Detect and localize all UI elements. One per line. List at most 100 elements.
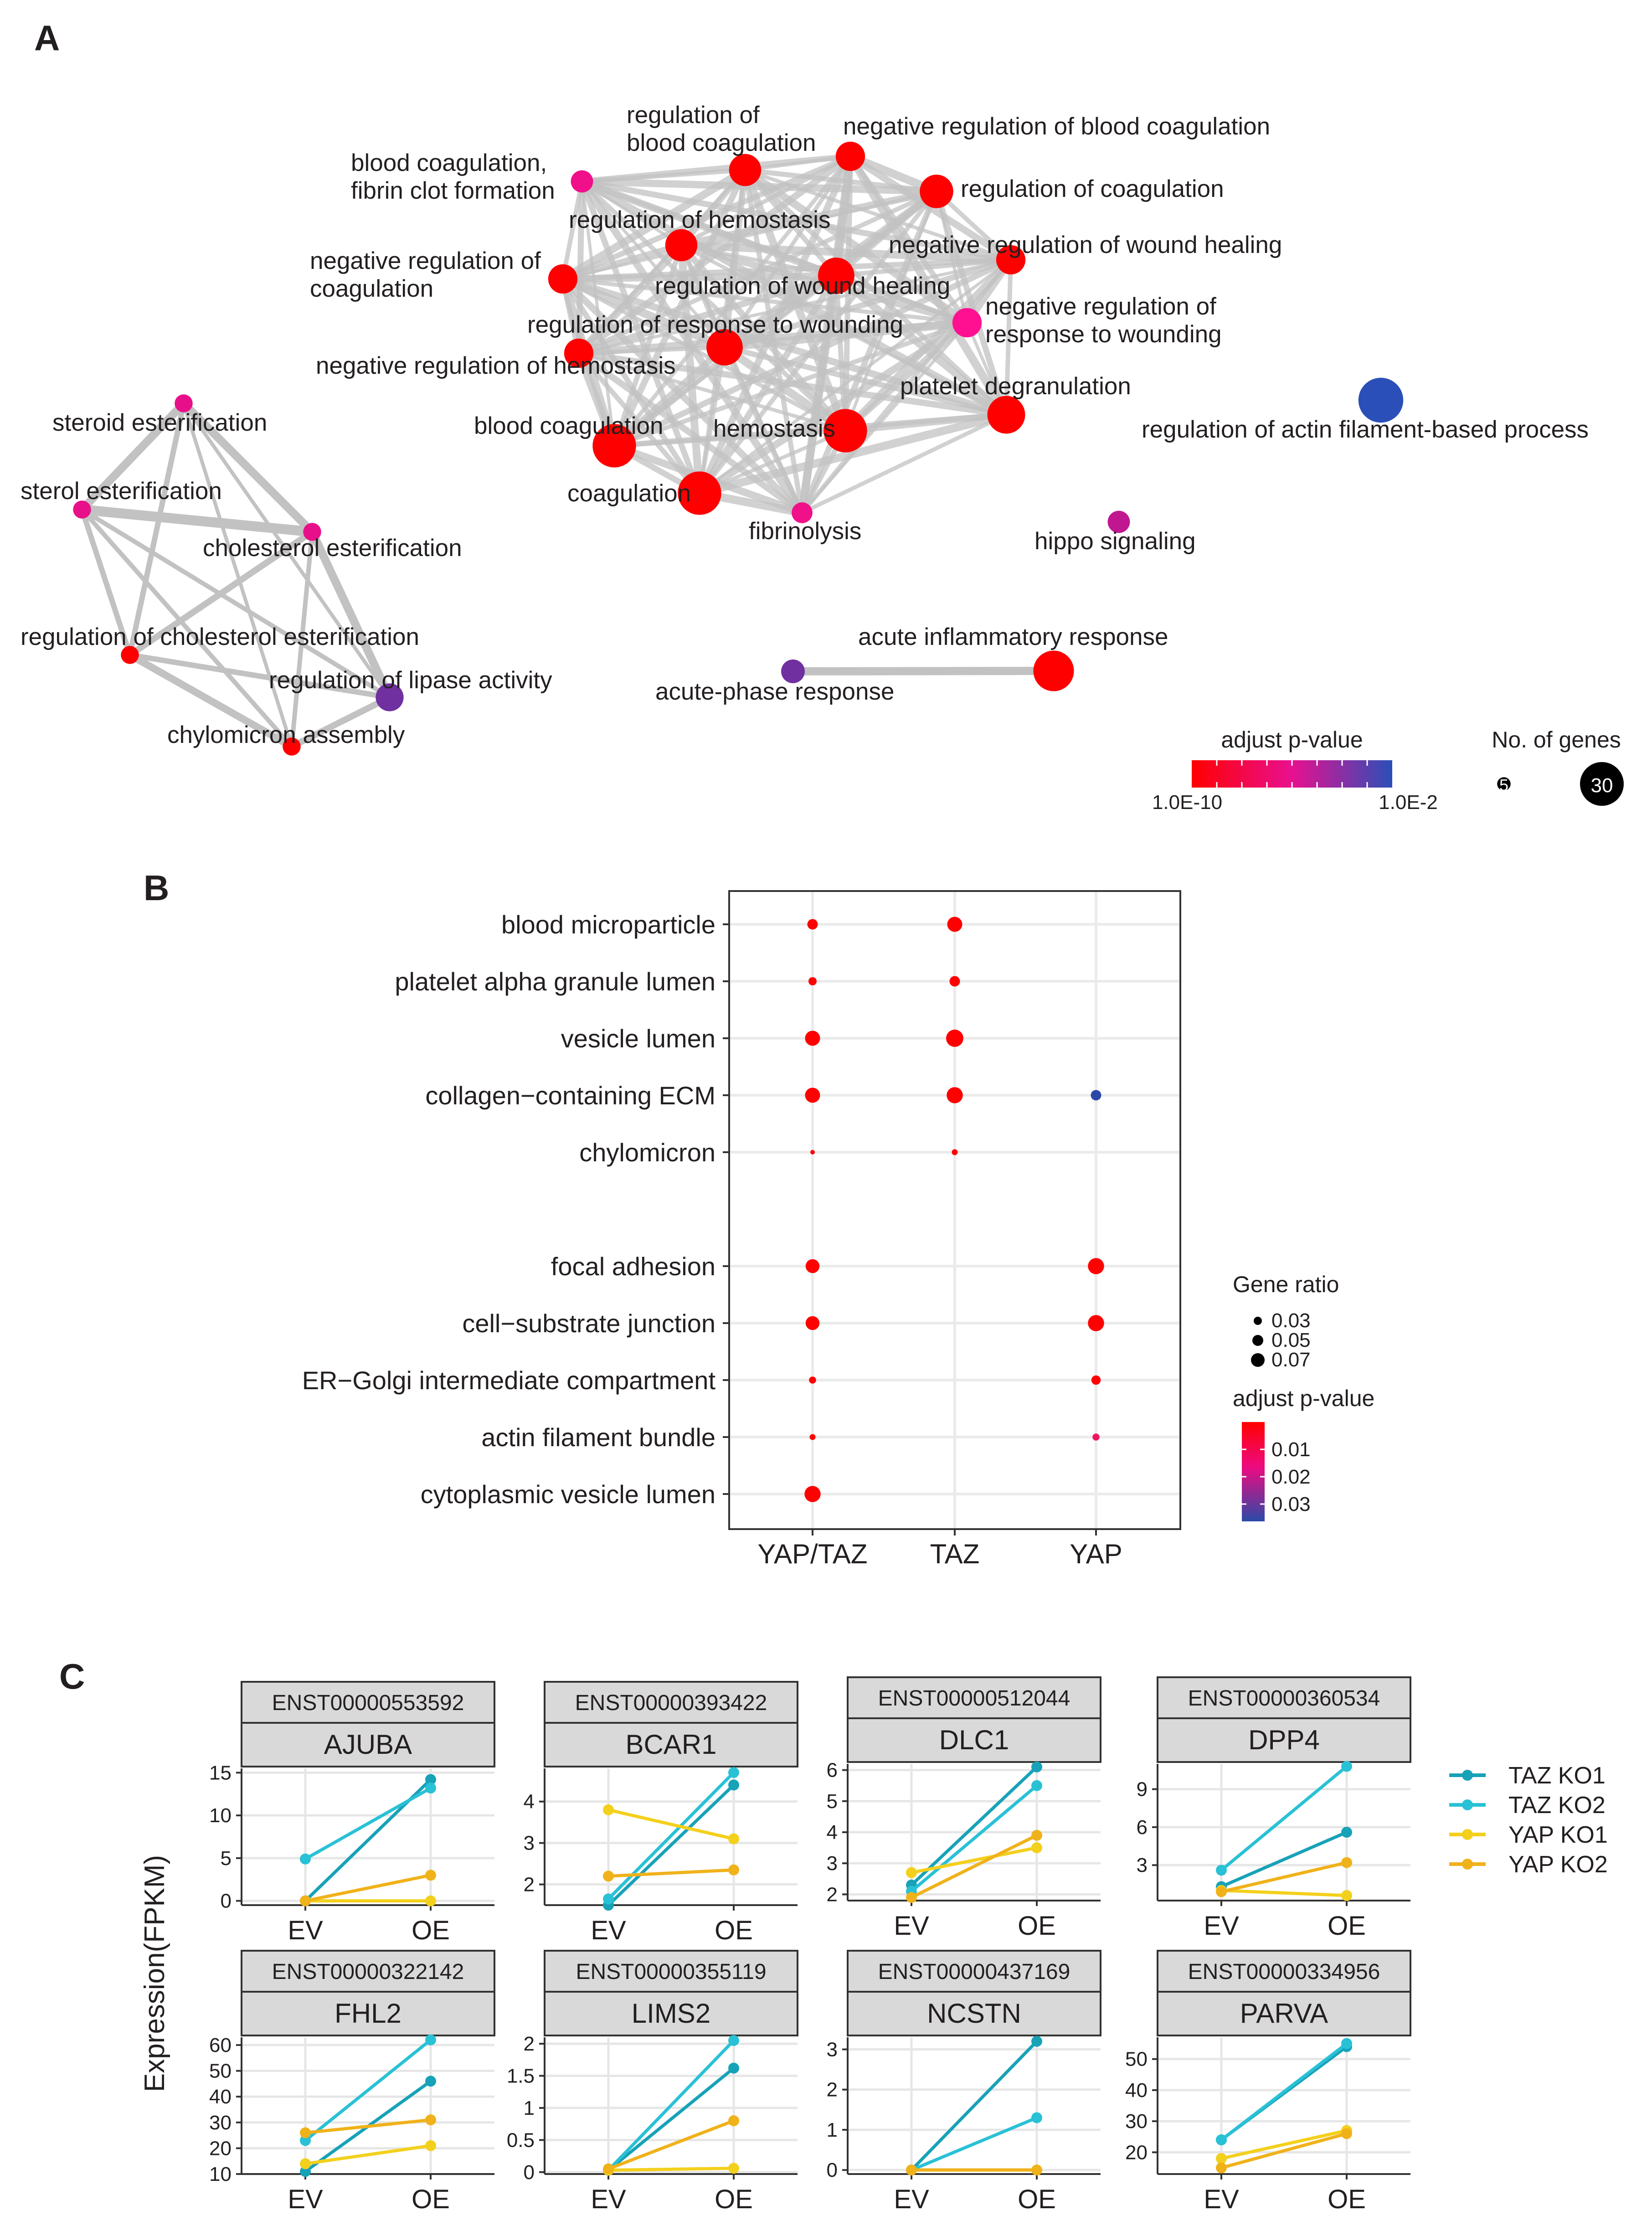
y-tick-label: chylomicron xyxy=(579,1138,715,1167)
facet-gene-label: BCAR1 xyxy=(625,1729,716,1760)
facet: ENST00000355119 LIMS2 0 0.5 1 1.5 2 EV OE xyxy=(507,1950,798,2214)
y-tick-label: 0 xyxy=(221,1890,232,1912)
network-labels: blood coagulation, fibrin clot formation r… xyxy=(21,102,1589,748)
series-point xyxy=(425,2076,436,2087)
facet-gene-label: AJUBA xyxy=(324,1729,412,1760)
series-line xyxy=(304,2038,432,2142)
facet-gene-label: DPP4 xyxy=(1248,1725,1320,1755)
network-node-label-line: negative regulation of xyxy=(985,293,1216,320)
y-tick-label: vesicle lumen xyxy=(561,1024,715,1053)
facet-transcript-label: ENST00000512044 xyxy=(878,1686,1070,1711)
y-axis-title: Expression(FPKM) xyxy=(139,1855,170,2092)
network-edge xyxy=(723,274,838,349)
x-tick-label: EV xyxy=(894,1911,929,1941)
series-point xyxy=(300,2158,311,2169)
network-node-label: regulation of actin filament-based proce… xyxy=(1142,416,1589,443)
network-node-label: acute inflammatory response xyxy=(858,623,1168,650)
facet-gene-label: NCSTN xyxy=(927,1998,1021,2029)
x-tick-label: EV xyxy=(1204,2185,1239,2214)
network-edge xyxy=(561,154,852,282)
series-line xyxy=(910,2040,1038,2171)
facet-strip-gene xyxy=(544,1991,798,2036)
network-edge xyxy=(562,277,968,325)
series-point xyxy=(906,1867,917,1878)
network-node xyxy=(564,338,594,368)
y-tick-label: 40 xyxy=(209,2086,232,2108)
network-node-label: blood coagulation xyxy=(474,412,664,439)
dot-point xyxy=(1091,1090,1101,1101)
network-edge xyxy=(308,530,394,699)
dot-point xyxy=(1088,1258,1104,1274)
network-legend: adjust p-value 1.0E-10 1.0E-2 No. of genes 5… xyxy=(1152,727,1624,814)
network-edge xyxy=(614,428,846,448)
dotplot-points xyxy=(804,917,1104,1502)
series-point xyxy=(425,2140,436,2151)
network-node-label: coagulation xyxy=(567,480,691,507)
network-edge xyxy=(836,258,1011,278)
facet: ENST00000553592 AJUBA 0 5 10 15 EV OE xyxy=(209,1681,495,1945)
y-tick-label: 10 xyxy=(209,1804,232,1827)
network-edge xyxy=(576,350,804,515)
facet-strip-transcript xyxy=(847,1950,1101,1993)
facet-strip-gene xyxy=(241,1722,495,1767)
network-edge xyxy=(182,402,293,747)
series-point xyxy=(906,2164,917,2176)
network-node-label-line: blood coagulation xyxy=(627,129,816,156)
legend-color-max: 1.0E-2 xyxy=(1379,791,1438,814)
series-line xyxy=(305,2144,431,2165)
network-edge xyxy=(681,241,1011,264)
dot-point xyxy=(1092,1433,1100,1441)
legend-size-title: Gene ratio xyxy=(1233,1272,1339,1297)
network-edge xyxy=(935,190,1013,262)
dot-point xyxy=(804,1486,821,1502)
x-tick-label: TAZ xyxy=(930,1539,980,1569)
network-node xyxy=(678,471,721,515)
facet-gene-label: FHL2 xyxy=(335,1998,401,2029)
network-node-label: chylomicron assembly xyxy=(167,721,405,748)
network-edge xyxy=(560,277,702,495)
network-edge xyxy=(129,652,390,700)
legend-color-label: 0.01 xyxy=(1271,1438,1311,1461)
series-point xyxy=(425,1783,436,1794)
series-point xyxy=(1216,1886,1227,1897)
series-line xyxy=(608,1808,734,1840)
y-tick-label: 2 xyxy=(524,2033,535,2055)
facet-transcript-label: ENST00000437169 xyxy=(878,1960,1070,1984)
series-point xyxy=(1031,2164,1042,2176)
facet-strip-transcript xyxy=(544,1950,798,1993)
facet-gene-label: LIMS2 xyxy=(632,1998,710,2029)
network-node xyxy=(1107,510,1130,533)
dot-point xyxy=(952,1149,958,1155)
legend-size-label: 0.05 xyxy=(1271,1329,1311,1351)
legend-size-dot xyxy=(1254,1317,1262,1325)
network-node xyxy=(952,308,982,338)
network-edge xyxy=(561,277,847,433)
network-node-label: regulation of cholesterol esterification xyxy=(21,623,419,650)
y-tick-label: 50 xyxy=(1125,2048,1148,2071)
legend-size-large-label: 30 xyxy=(1591,774,1613,797)
x-tick-label: EV xyxy=(288,2185,323,2214)
network-node xyxy=(987,396,1025,434)
series-line xyxy=(910,1766,1038,1886)
y-tick-label: blood microparticle xyxy=(501,910,715,939)
network-node-label: acute-phase response xyxy=(655,678,894,705)
network-node xyxy=(996,245,1026,275)
legend-size-large xyxy=(1580,762,1624,806)
network-edge xyxy=(128,529,314,658)
network-node xyxy=(835,141,865,171)
network-edge xyxy=(843,320,969,433)
series-point xyxy=(603,1804,614,1815)
legend-point xyxy=(1462,1799,1473,1810)
y-tick-label: 5 xyxy=(221,1847,232,1870)
legend-size-small-label: 5 xyxy=(1499,776,1508,794)
network-node xyxy=(303,523,321,541)
network-edge xyxy=(698,190,938,495)
series-line xyxy=(305,2118,431,2134)
dot-point xyxy=(808,977,817,985)
network-edge xyxy=(724,345,1007,417)
series-point xyxy=(1031,2035,1042,2047)
network-node-label: blood coagulation, fibrin clot formation xyxy=(351,149,555,204)
network-node xyxy=(781,660,805,683)
facet: ENST00000512044 DLC1 2 3 4 5 6 EV OE xyxy=(827,1676,1101,1941)
facet-transcript-label: ENST00000355119 xyxy=(576,1960,766,1984)
